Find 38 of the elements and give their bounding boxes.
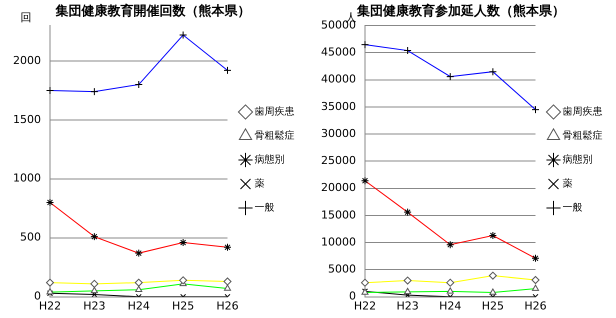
chart-title: 集団健康教育開催回数（熊本県） <box>54 3 250 20</box>
chart-title: 集団健康教育参加延人数（熊本県） <box>356 3 565 20</box>
y-tick-label: 0 <box>34 290 41 303</box>
y-axis-title: 回 <box>20 10 32 24</box>
x-tick-label: H23 <box>83 299 106 312</box>
x-tick-label: H26 <box>524 299 547 312</box>
legend-label: 病態別 <box>562 154 592 166</box>
x-tick-label: H23 <box>396 299 419 312</box>
legend-label: 一般 <box>254 202 274 214</box>
y-tick-label: 35000 <box>320 100 356 113</box>
y-tick-label: 5000 <box>328 262 356 276</box>
legend-label: 歯周疾患 <box>254 106 294 118</box>
legend-label: 病態別 <box>254 154 284 166</box>
legend-label: 骨粗鬆症 <box>254 130 294 142</box>
x-tick-label: H22 <box>354 299 376 312</box>
y-tick-label: 25000 <box>320 154 356 168</box>
y-tick-label: 0 <box>348 290 356 303</box>
y-tick-label: 500 <box>20 230 41 244</box>
x-tick-label: H24 <box>128 299 150 312</box>
legend-label: 歯周疾患 <box>562 106 602 118</box>
x-tick-label: H25 <box>172 299 194 312</box>
legend-label: 一般 <box>562 202 582 214</box>
x-tick-label: H24 <box>439 299 462 312</box>
x-tick-label: H26 <box>216 299 239 312</box>
x-tick-label: H25 <box>482 299 504 312</box>
y-tick-label: 40000 <box>320 72 356 86</box>
y-tick-label: 30000 <box>320 126 356 140</box>
y-tick-label: 15000 <box>320 208 356 222</box>
legend-label: 骨粗鬆症 <box>562 130 602 142</box>
y-tick-label: 45000 <box>320 46 356 59</box>
y-tick-label: 1000 <box>12 172 41 185</box>
x-tick-label: H22 <box>38 299 62 312</box>
legend-label: 薬 <box>562 178 572 190</box>
y-tick-label: 1500 <box>12 112 41 126</box>
y-tick-label: 20000 <box>320 181 356 194</box>
legend-label: 薬 <box>254 178 264 190</box>
y-tick-label: 10000 <box>320 235 356 248</box>
y-tick-label: 2000 <box>12 54 41 67</box>
